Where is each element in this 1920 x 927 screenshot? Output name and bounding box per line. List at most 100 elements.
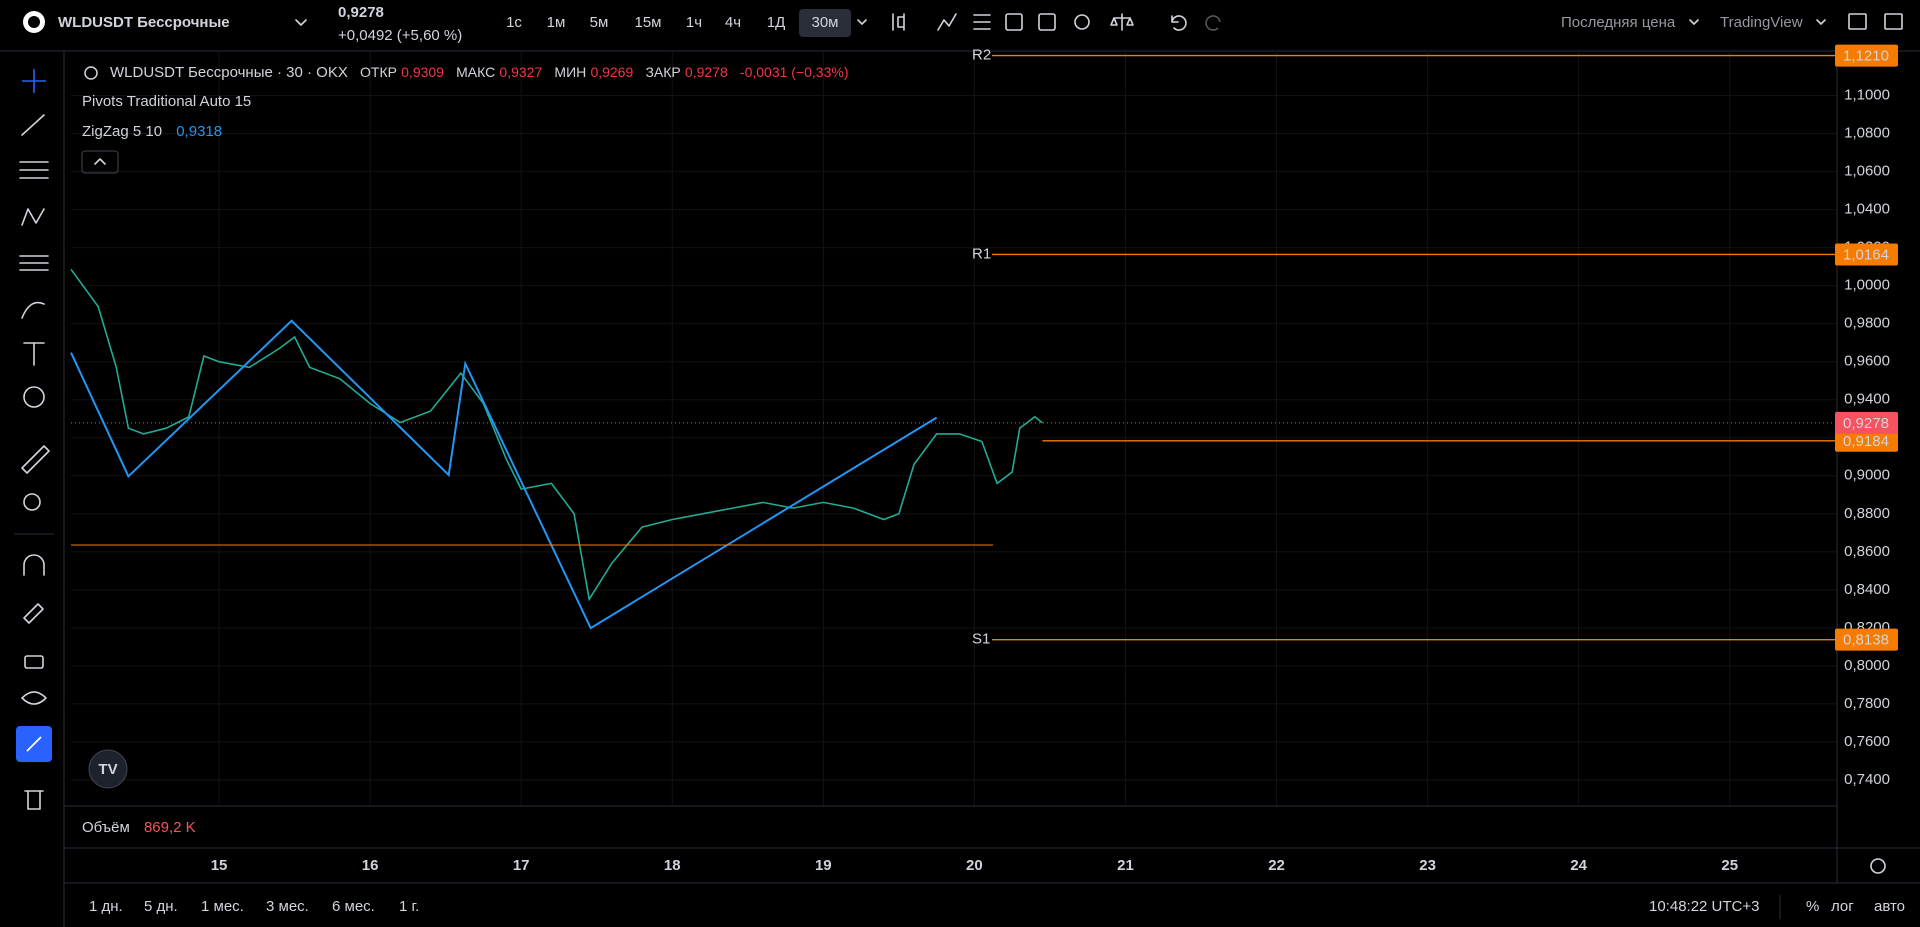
zoom-tool[interactable]	[23, 493, 41, 511]
volume-row: Объём 869,2 K	[82, 819, 196, 836]
alert[interactable]	[1005, 13, 1023, 31]
interval[interactable]: 5м	[590, 14, 609, 31]
close-label: ЗАКР	[645, 64, 680, 80]
clock: 10:48:22 UTC+3	[1649, 898, 1760, 915]
percent-toggle[interactable]: %	[1806, 898, 1819, 915]
y-tick-label: 1,0800	[1844, 125, 1890, 142]
price-source[interactable]: Последняя цена	[1561, 14, 1676, 31]
pivot-name: R2	[972, 47, 991, 64]
y-tick-label: 1,0400	[1844, 201, 1890, 218]
range-button[interactable]: 5 дн.	[144, 898, 178, 915]
interval[interactable]: 15м	[635, 14, 662, 31]
replay[interactable]	[1038, 13, 1056, 31]
sync-icon	[26, 736, 42, 752]
pivot-name: R1	[972, 245, 991, 262]
chart-type[interactable]	[892, 13, 905, 31]
emoji-tool[interactable]	[23, 386, 45, 408]
range-button[interactable]: 3 мес.	[266, 898, 309, 915]
x-tick-label: 21	[1117, 857, 1134, 874]
ruler-tool[interactable]	[21, 445, 50, 474]
x-tick-label: 15	[211, 857, 228, 874]
pivot-price-label: 1,0164	[1843, 246, 1889, 263]
settings[interactable]	[1074, 14, 1090, 30]
y-tick-label: 0,7600	[1844, 733, 1890, 750]
provider-dropdown[interactable]	[1816, 19, 1826, 25]
range-button[interactable]: 1 г.	[399, 898, 419, 915]
price-source-dropdown[interactable]	[1689, 19, 1699, 25]
tv-logo[interactable]	[88, 749, 128, 789]
auto-toggle[interactable]: авто	[1874, 898, 1905, 915]
symbol-dropdown[interactable]	[295, 19, 307, 26]
interval[interactable]: 1м	[547, 14, 566, 31]
interval[interactable]: 4ч	[725, 14, 741, 31]
y-tick-label: 0,9400	[1844, 391, 1890, 408]
fullscreen[interactable]	[1884, 13, 1903, 30]
y-tick-label: 0,9000	[1844, 467, 1890, 484]
forecast-tool[interactable]	[19, 255, 49, 271]
crosshair-tool[interactable]	[22, 69, 46, 93]
compare[interactable]	[1110, 13, 1134, 31]
top-tools	[892, 13, 1221, 31]
intervals: 1с 1м 5м 15м 1ч 4ч 1Д 30м	[506, 14, 838, 31]
trendline-tool[interactable]	[21, 114, 45, 136]
interval[interactable]: 1с	[506, 14, 522, 31]
x-tick-label: 19	[815, 857, 832, 874]
range-button[interactable]: 1 мес.	[201, 898, 244, 915]
fib-tool[interactable]	[19, 161, 49, 179]
text-tool[interactable]	[23, 342, 45, 366]
ranges: 1 дн. 5 дн. 1 мес. 3 мес. 6 мес. 1 г.	[89, 898, 419, 915]
axis-settings[interactable]	[1870, 858, 1886, 874]
pivot-price-box	[1835, 628, 1898, 651]
delete-tool[interactable]	[24, 790, 44, 810]
y-tick-label: 0,8800	[1844, 505, 1890, 522]
range-button[interactable]: 1 дн.	[89, 898, 123, 915]
layout[interactable]	[1848, 13, 1867, 30]
tv-logo-text: TV	[98, 761, 117, 778]
magnet-tool[interactable]	[23, 554, 45, 576]
legend-logo	[84, 66, 98, 80]
x-tick-label: 23	[1419, 857, 1436, 874]
low-value: 0,9269	[590, 64, 633, 80]
log-toggle[interactable]: лог	[1831, 898, 1854, 915]
pattern-tool[interactable]	[21, 208, 45, 226]
pivot-price-label: 0,9184	[1843, 433, 1889, 450]
open-label: ОТКР	[360, 64, 397, 80]
y-tick-label: 0,9600	[1844, 353, 1890, 370]
x-tick-label: 22	[1268, 857, 1285, 874]
zigzag-legend[interactable]: ZigZag 5 10 0,9318	[82, 123, 222, 140]
lock-drawing-tool[interactable]	[23, 603, 44, 624]
interval-dropdown[interactable]	[857, 19, 867, 25]
y-tick-label: 1,0000	[1844, 277, 1890, 294]
provider[interactable]: TradingView	[1720, 14, 1803, 31]
pivot-price-box	[1835, 243, 1898, 266]
zigzag-indicator: ZigZag 5 10	[82, 123, 162, 140]
indicators[interactable]	[937, 13, 957, 31]
low-label: МИН	[554, 64, 586, 80]
volume-label: Объём	[82, 819, 130, 836]
x-tick-label: 25	[1721, 857, 1738, 874]
templates[interactable]	[973, 14, 991, 30]
pivots-indicator[interactable]: Pivots Traditional Auto 15	[82, 93, 251, 110]
lock-tool[interactable]	[24, 655, 44, 669]
x-tick-label: 17	[513, 857, 530, 874]
redo[interactable]	[1205, 15, 1221, 31]
price-line	[70, 268, 1043, 602]
high-value: 0,9327	[499, 64, 542, 80]
symbol-logo	[28, 16, 40, 28]
left-toolbar	[14, 69, 54, 810]
active-interval-bg	[799, 9, 851, 37]
undo[interactable]	[1171, 15, 1187, 31]
range-button[interactable]: 6 мес.	[332, 898, 375, 915]
visibility-tool[interactable]	[21, 691, 47, 705]
volume-value: 869,2 K	[144, 819, 196, 836]
legend-change: -0,0031 (−0,33%)	[740, 64, 849, 80]
brush-tool[interactable]	[21, 301, 45, 319]
collapse-legend[interactable]	[81, 150, 119, 174]
y-tick-label: 0,9800	[1844, 315, 1890, 332]
interval[interactable]: 30м	[812, 14, 839, 31]
interval[interactable]: 1Д	[767, 14, 786, 31]
y-tick-label: 0,8000	[1844, 657, 1890, 674]
symbol[interactable]: WLDUSDT Бессрочные	[58, 14, 230, 31]
interval[interactable]: 1ч	[686, 14, 702, 31]
